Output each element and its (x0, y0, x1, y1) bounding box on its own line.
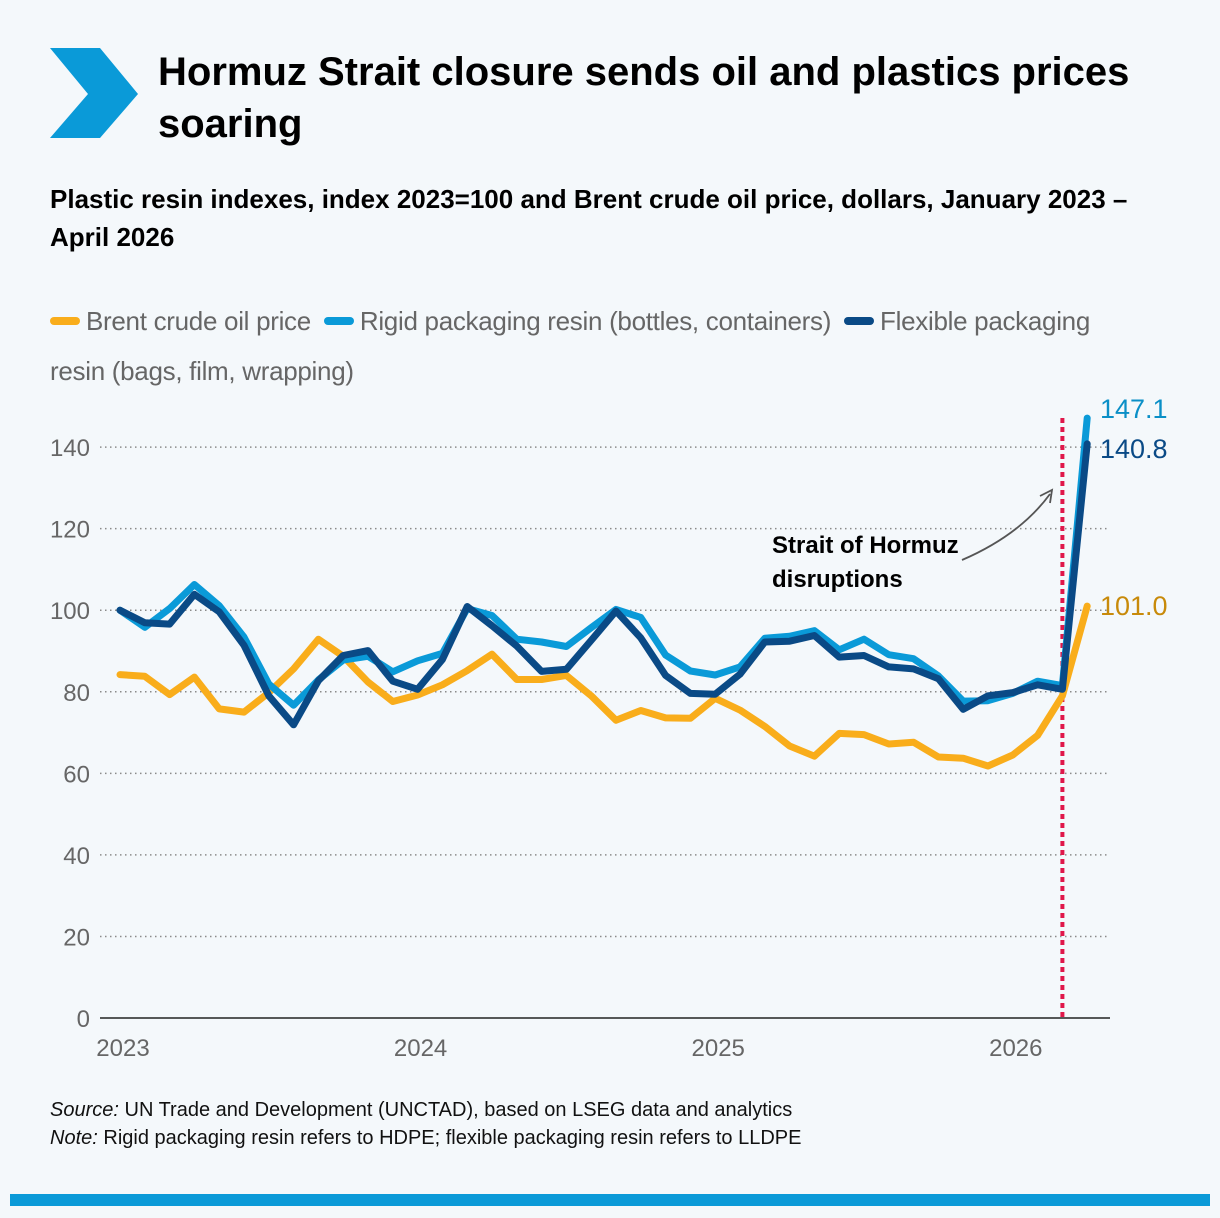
series-line-2 (116, 440, 1091, 729)
legend-item-flexible: Flexible packaging resin (bags, film, wr… (50, 306, 1090, 386)
x-tick-label: 2024 (394, 1035, 447, 1062)
x-tick-label: 2023 (96, 1035, 149, 1062)
legend-item-brent: Brent crude oil price (50, 306, 311, 336)
annotation-text: disruptions (772, 566, 903, 593)
source-line: Source: UN Trade and Development (UNCTAD… (50, 1096, 1170, 1124)
end-label: 147.1 (1100, 394, 1168, 424)
legend-swatch (844, 317, 875, 326)
arrowhead-icon (1039, 488, 1054, 504)
y-tick-label: 0 (77, 1006, 90, 1033)
end-label: 140.8 (1100, 434, 1168, 464)
annotation-text: Strait of Hormuz (772, 532, 959, 559)
bottom-accent-bar (10, 1194, 1210, 1206)
source-text: UN Trade and Development (UNCTAD), based… (118, 1099, 793, 1121)
legend-label: Brent crude oil price (86, 306, 311, 336)
line-chart: 0 20 40 60 80 100 120 140 2023 2024 2025 2026 101.0 1… (50, 394, 1168, 1062)
page-title: Hormuz Strait closure sends oil and plas… (158, 50, 1130, 146)
chart-legend: Brent crude oil price Rigid packaging re… (50, 296, 1140, 396)
note-label: Note: (50, 1127, 98, 1149)
end-label: 101.0 (1100, 591, 1168, 621)
annotation-arrow (961, 493, 1051, 561)
y-tick-label: 80 (63, 680, 90, 707)
chevron-right-icon (50, 48, 138, 138)
legend-swatch (50, 317, 80, 326)
y-tick-label: 20 (63, 924, 90, 951)
x-tick-label: 2025 (692, 1035, 745, 1062)
series-line-1 (116, 414, 1091, 709)
series-line-0 (116, 602, 1091, 770)
y-tick-label: 100 (50, 598, 90, 625)
legend-label: Rigid packaging resin (bottles, containe… (359, 306, 832, 336)
chart-footer: Source: UN Trade and Development (UNCTAD… (50, 1096, 1170, 1152)
legend-label: Flexible packaging resin (bags, film, wr… (50, 306, 1090, 386)
source-label: Source: (50, 1099, 119, 1121)
y-tick-label: 40 (63, 843, 90, 870)
legend-swatch (323, 317, 354, 326)
note-text: Rigid packaging resin refers to HDPE; fl… (97, 1127, 802, 1149)
y-tick-label: 60 (63, 761, 90, 788)
note-line: Note: Rigid packaging resin refers to HD… (50, 1124, 1170, 1152)
y-tick-label: 140 (50, 435, 90, 462)
legend-item-rigid: Rigid packaging resin (bottles, containe… (323, 306, 832, 336)
chart-subtitle: Plastic resin indexes, index 2023=100 an… (50, 184, 1128, 252)
y-tick-label: 120 (50, 517, 90, 544)
x-tick-label: 2026 (989, 1035, 1042, 1062)
